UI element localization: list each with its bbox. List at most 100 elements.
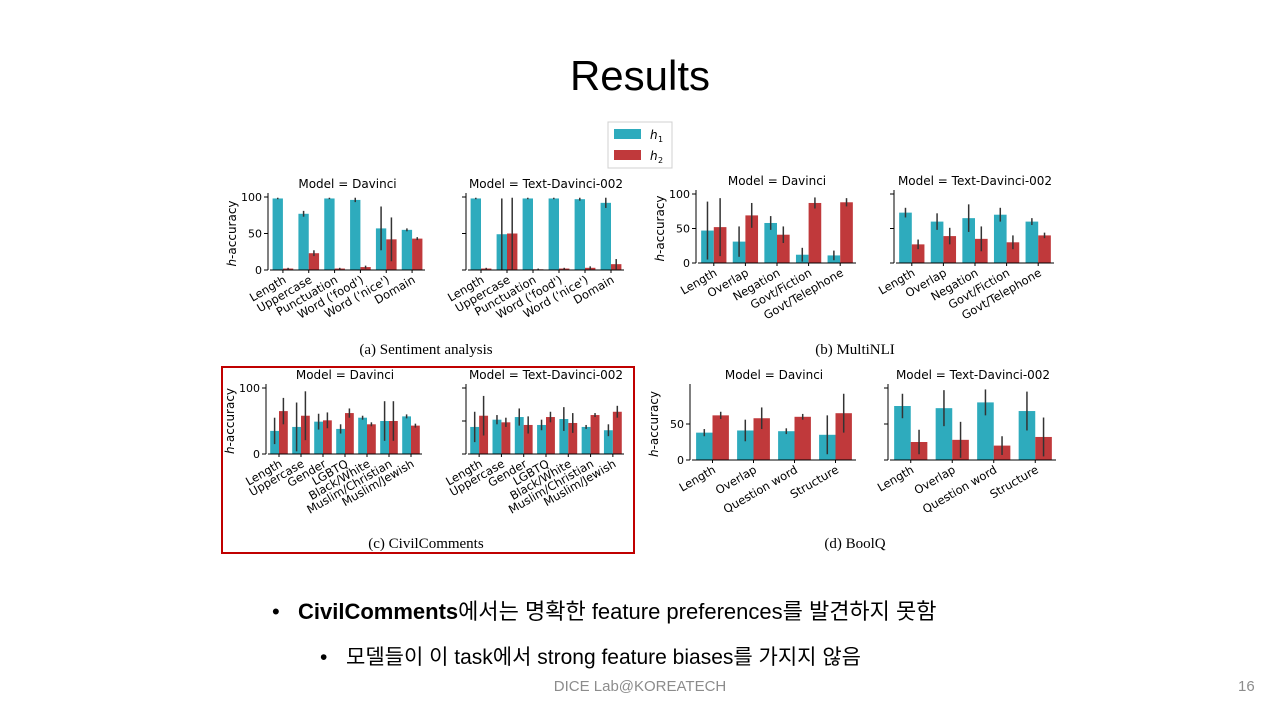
y-tick-label: 100 [239, 382, 260, 395]
legend-swatch-h2 [614, 150, 641, 160]
bar-h1 [336, 428, 345, 454]
bar-h1 [358, 417, 367, 454]
chart-sent-davinci: Model = Davinci050100h-accuracyLengthUpp… [225, 177, 425, 322]
bar-h1 [1025, 221, 1039, 263]
footer: DICE Lab@KOREATECH [553, 678, 727, 695]
chart-title: Model = Davinci [298, 177, 396, 191]
bar-h2 [808, 202, 822, 263]
bar-h1 [574, 199, 585, 270]
bar-h2 [590, 415, 600, 454]
bar-h2 [367, 424, 376, 454]
legend-sub-h2: 2 [658, 156, 663, 165]
bar-h1 [930, 221, 944, 263]
chart-title: Model = Text-Davinci-002 [896, 368, 1050, 382]
y-axis-label: h-accuracy [647, 391, 661, 457]
bar-h2 [279, 411, 288, 454]
chart-title: Model = Text-Davinci-002 [469, 368, 623, 382]
bar-h2 [334, 268, 345, 270]
legend-sub-h1: 1 [658, 135, 663, 144]
bullet-1-bold: CivilComments [298, 599, 459, 624]
y-tick-label: 0 [677, 454, 684, 467]
legend: h 1 h 2 [607, 121, 673, 169]
bar-h1 [764, 222, 777, 263]
y-axis-label-h: h [647, 449, 661, 457]
bar-h2 [745, 215, 759, 263]
y-tick-label: 50 [670, 418, 684, 431]
bar-h1 [899, 212, 912, 263]
y-axis-label-rest: -accuracy [225, 200, 239, 258]
bar-h1 [272, 198, 283, 270]
chart-boolq-davinci: Model = Davinci050h-accuracyLengthOverla… [647, 368, 856, 516]
bullet-2: • 모델들이 이 task에서 strong feature biases를 가지… [320, 641, 861, 671]
y-axis-label-h: h [225, 259, 239, 267]
x-tick-label: Length [677, 462, 718, 494]
bar-h2 [840, 202, 853, 263]
bar-h2 [612, 411, 622, 454]
chart-title: Model = Text-Davinci-002 [898, 174, 1052, 188]
bar-h1 [537, 424, 546, 454]
bar-h2 [835, 413, 852, 460]
slide-title: Results [569, 52, 711, 99]
caption-civilcomments: (c) CivilComments [368, 536, 484, 552]
bar-h2 [323, 420, 332, 454]
y-axis-label: h-accuracy [225, 200, 239, 266]
chart-mnli-td002: Model = Text-Davinci-002LengthOverlapNeg… [876, 174, 1054, 322]
caption-multinli: (b) MultiNLI [815, 342, 895, 358]
bar-h2 [282, 268, 294, 270]
chart-mnli-davinci: Model = Davinci050100h-accuracyLengthOve… [653, 174, 856, 322]
bar-h2 [412, 238, 423, 270]
bar-h1 [977, 402, 994, 460]
bar-h2 [546, 417, 555, 454]
bar-h1 [514, 417, 524, 454]
legend-label-h2: h [650, 149, 658, 163]
bar-h2 [501, 422, 511, 454]
bar-h2 [411, 425, 420, 454]
bar-h1 [350, 199, 361, 270]
bar-h1 [324, 198, 335, 270]
bar-h1 [737, 430, 754, 460]
bar-h1 [581, 426, 591, 454]
chart-title: Model = Davinci [296, 368, 394, 382]
bar-h1 [559, 419, 569, 454]
y-axis-label-h: h [653, 254, 667, 262]
y-tick-label: 0 [253, 448, 260, 461]
bar-h2 [911, 244, 925, 263]
bar-h1 [314, 421, 323, 454]
bullet-2-text: 모델들이 이 task에서 strong feature biases를 가지지… [346, 646, 861, 669]
bar-h2 [559, 268, 570, 270]
bullet-dot: • [272, 599, 280, 624]
y-tick-label: 0 [683, 257, 690, 270]
y-axis-label-rest: -accuracy [223, 388, 237, 446]
y-axis-label: h-accuracy [223, 388, 237, 454]
bar-h1 [778, 431, 795, 460]
bar-h1 [993, 214, 1007, 263]
bar-h1 [401, 229, 413, 270]
bar-h1 [402, 416, 411, 454]
caption-boolq: (d) BoolQ [824, 536, 885, 552]
bar-h2 [1006, 242, 1020, 263]
y-axis-label-rest: -accuracy [647, 391, 661, 449]
page-number: 16 [1238, 678, 1255, 695]
chart-sent-td002: Model = Text-Davinci-002LengthUppercaseP… [445, 177, 624, 322]
y-tick-label: 50 [676, 223, 690, 236]
y-tick-label: 100 [669, 188, 690, 201]
bar-h2 [1038, 235, 1051, 263]
civilcomments-highlight-box [221, 366, 635, 554]
bar-h1 [1018, 411, 1036, 460]
bar-h1 [962, 218, 975, 263]
bar-h2 [523, 424, 533, 454]
y-axis-label-h: h [223, 446, 237, 454]
bar-h1 [894, 406, 911, 460]
bar-h1 [548, 198, 559, 270]
chart-title: Model = Text-Davinci-002 [469, 177, 623, 191]
bar-h1 [600, 202, 611, 270]
bar-h1 [935, 408, 953, 460]
y-tick-label: 100 [241, 191, 262, 204]
legend-label-h1: h [650, 128, 658, 142]
chart-title: Model = Davinci [725, 368, 823, 382]
chart-boolq-td002: Model = Text-Davinci-002LengthOverlapQue… [875, 368, 1056, 516]
y-axis-label-rest: -accuracy [653, 195, 667, 253]
y-tick-label: 0 [255, 264, 262, 277]
y-tick-label: 50 [248, 228, 262, 241]
